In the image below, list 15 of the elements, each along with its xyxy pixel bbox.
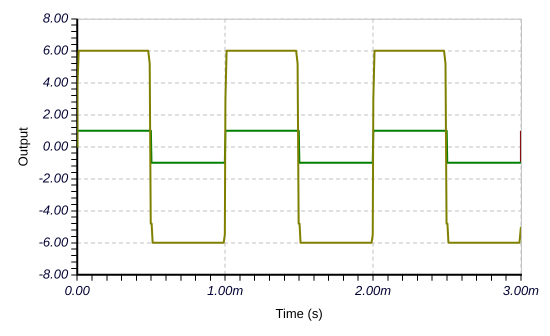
y-tick-label: -2.00 xyxy=(38,170,69,186)
y-axis-title: Output xyxy=(15,126,30,166)
y-tick-label: 0.00 xyxy=(42,138,69,154)
y-tick-label: -6.00 xyxy=(38,234,69,250)
x-tick-label: 2.00m xyxy=(354,283,392,298)
x-tick-label: 0.00 xyxy=(64,283,91,298)
y-tick-label: 6.00 xyxy=(42,42,69,58)
y-tick-label: 4.00 xyxy=(42,74,69,90)
y-tick-label: 2.00 xyxy=(42,106,69,122)
x-tick-label: 3.00m xyxy=(502,283,540,298)
y-tick-label: -4.00 xyxy=(38,202,69,218)
y-tick-label: 8.00 xyxy=(42,10,69,26)
y-tick-label: -8.00 xyxy=(38,266,69,282)
x-tick-label: 1.00m xyxy=(207,283,244,298)
x-axis-title: Time (s) xyxy=(275,306,323,321)
